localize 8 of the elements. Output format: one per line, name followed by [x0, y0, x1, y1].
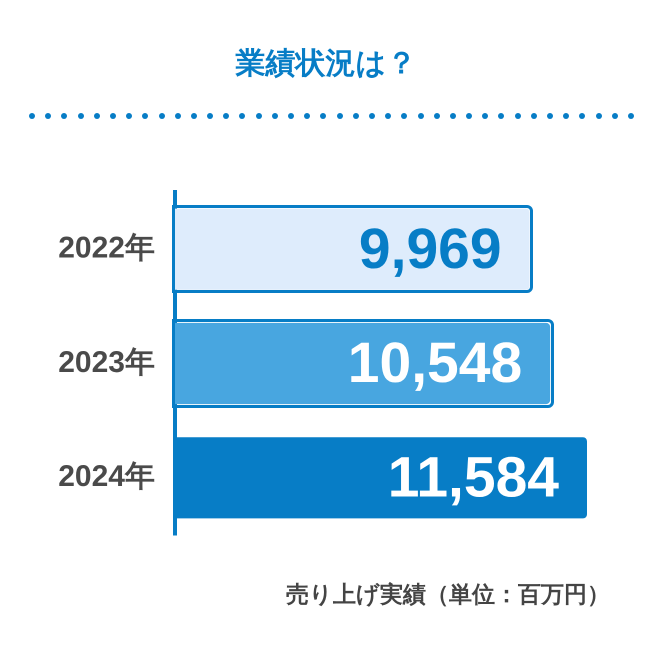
y-tick-label: 2023年: [58, 346, 155, 379]
chart-title: 業績状況は？: [234, 46, 418, 82]
data-label: 9,969: [358, 216, 502, 281]
data-label: 10,548: [348, 331, 522, 396]
data-label: 11,584: [388, 446, 560, 510]
text: 売り上げ実績（単位：百万円）: [286, 580, 610, 609]
y-tick-label: 2024年: [58, 460, 155, 494]
y-tick-label: 2022年: [58, 231, 155, 264]
